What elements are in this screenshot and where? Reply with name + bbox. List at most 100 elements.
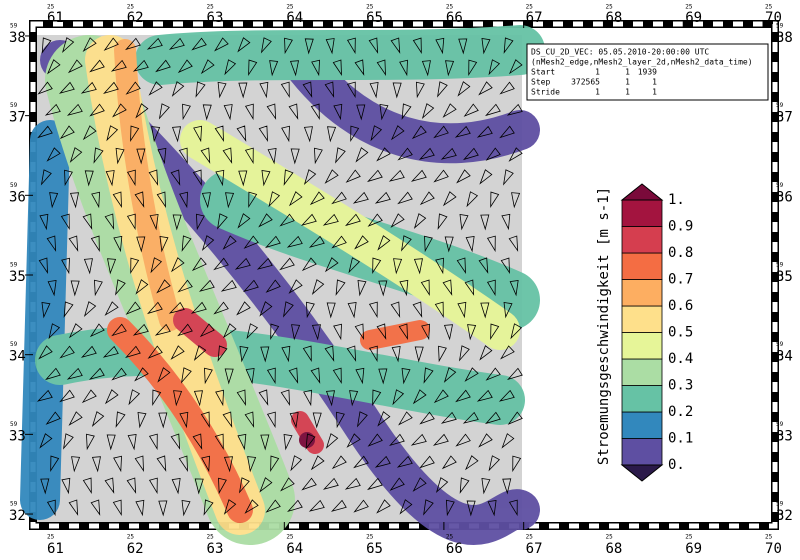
y-tick-label: 32 xyxy=(9,508,26,524)
velocity-arrow xyxy=(159,235,169,253)
velocity-arrow xyxy=(456,257,466,274)
velocity-arrow xyxy=(466,500,476,517)
velocity-arrow xyxy=(367,477,383,491)
velocity-arrow xyxy=(454,125,471,138)
velocity-arrow xyxy=(310,455,325,471)
x-tick-label: 65 xyxy=(366,541,383,557)
velocity-arrow xyxy=(414,346,424,363)
velocity-arrow xyxy=(258,389,269,406)
y-tick-label: 35 xyxy=(9,269,26,285)
velocity-arrow xyxy=(91,411,105,427)
velocity-arrow xyxy=(412,389,427,405)
velocity-arrow xyxy=(458,345,470,362)
speed-patch xyxy=(114,39,181,331)
velocity-arrow xyxy=(156,279,171,294)
velocity-arrow xyxy=(370,125,383,142)
velocity-arrow xyxy=(147,345,163,359)
velocity-arrow xyxy=(424,235,433,253)
velocity-arrow xyxy=(399,499,413,515)
velocity-arrow xyxy=(503,169,514,186)
velocity-arrow xyxy=(63,433,74,450)
y-tick-label: 38 xyxy=(776,30,793,46)
velocity-arrow xyxy=(434,301,444,319)
velocity-arrow xyxy=(354,323,364,340)
velocity-arrow xyxy=(476,389,493,402)
y-tick-prefix: 59 xyxy=(10,501,18,508)
velocity-arrow xyxy=(369,82,379,99)
velocity-arrow xyxy=(485,367,501,381)
velocity-arrow xyxy=(179,191,188,209)
velocity-arrow xyxy=(194,478,204,495)
velocity-arrow xyxy=(261,169,271,187)
velocity-arrow xyxy=(128,389,141,406)
velocity-arrow xyxy=(303,126,313,143)
info-title: DS_CU_2D_VEC: 05.05.2010-20:00:00 UTC xyxy=(531,48,709,57)
x-tick-prefix: 25 xyxy=(127,4,135,11)
velocity-arrow xyxy=(181,499,191,517)
velocity-arrow xyxy=(267,148,277,165)
x-tick-label: 67 xyxy=(526,541,543,557)
velocity-arrow xyxy=(238,477,250,494)
velocity-arrow xyxy=(217,81,227,99)
velocity-arrow xyxy=(508,59,523,75)
velocity-arrow xyxy=(500,345,515,360)
velocity-arrow xyxy=(84,170,94,187)
velocity-arrow xyxy=(390,213,405,228)
x-tick-label: 66 xyxy=(446,541,463,557)
velocity-arrow xyxy=(443,367,457,383)
velocity-arrow xyxy=(435,37,445,55)
info-value: 1 xyxy=(595,88,600,97)
velocity-arrow xyxy=(39,433,53,449)
velocity-arrow xyxy=(217,213,228,230)
velocity-arrow xyxy=(463,147,479,161)
velocity-arrow xyxy=(223,104,233,121)
velocity-arrow xyxy=(442,103,457,118)
velocity-arrow xyxy=(214,433,224,451)
velocity-arrow xyxy=(377,411,391,427)
velocity-arrow xyxy=(284,37,293,55)
velocity-arrow xyxy=(157,147,167,165)
velocity-arrow xyxy=(90,235,100,253)
velocity-arrow xyxy=(222,411,233,428)
velocity-arrow xyxy=(71,456,81,473)
y-tick-prefix: 59 xyxy=(776,22,784,29)
velocity-arrow xyxy=(311,59,321,77)
velocity-arrow xyxy=(104,389,119,405)
velocity-arrow xyxy=(289,412,299,429)
velocity-arrow xyxy=(348,257,361,274)
velocity-arrow xyxy=(130,257,140,275)
velocity-arrow xyxy=(435,257,444,275)
velocity-arrow xyxy=(193,345,207,361)
velocity-arrow xyxy=(152,389,162,407)
velocity-arrow xyxy=(244,147,254,165)
velocity-arrow xyxy=(157,367,171,383)
x-tick-label: 67 xyxy=(526,10,543,26)
velocity-arrow xyxy=(279,213,295,227)
velocity-arrow xyxy=(91,191,101,209)
colorbar-tick-label: 0.6 xyxy=(668,298,693,314)
velocity-arrow xyxy=(333,103,343,121)
velocity-arrow xyxy=(177,59,193,74)
velocity-arrow xyxy=(390,37,401,54)
velocity-arrow xyxy=(111,367,127,381)
velocity-arrow xyxy=(38,257,48,274)
velocity-arrow xyxy=(137,411,147,429)
colorbar-under xyxy=(620,464,664,482)
x-tick-prefix: 25 xyxy=(366,534,374,541)
velocity-arrow xyxy=(330,499,347,512)
velocity-arrow xyxy=(443,324,453,341)
x-tick-prefix: 25 xyxy=(207,4,215,11)
speed-patch xyxy=(360,320,430,350)
velocity-arrow xyxy=(478,257,489,274)
velocity-arrow xyxy=(397,191,413,205)
velocity-arrow xyxy=(303,169,317,185)
x-tick-prefix: 25 xyxy=(127,534,135,541)
velocity-arrow xyxy=(132,59,149,72)
velocity-arrow xyxy=(303,389,312,407)
velocity-arrow xyxy=(468,59,478,77)
velocity-arrow xyxy=(104,477,115,494)
velocity-arrow xyxy=(462,411,479,424)
velocity-arrow xyxy=(441,455,457,470)
x-tick-label: 64 xyxy=(286,10,303,26)
